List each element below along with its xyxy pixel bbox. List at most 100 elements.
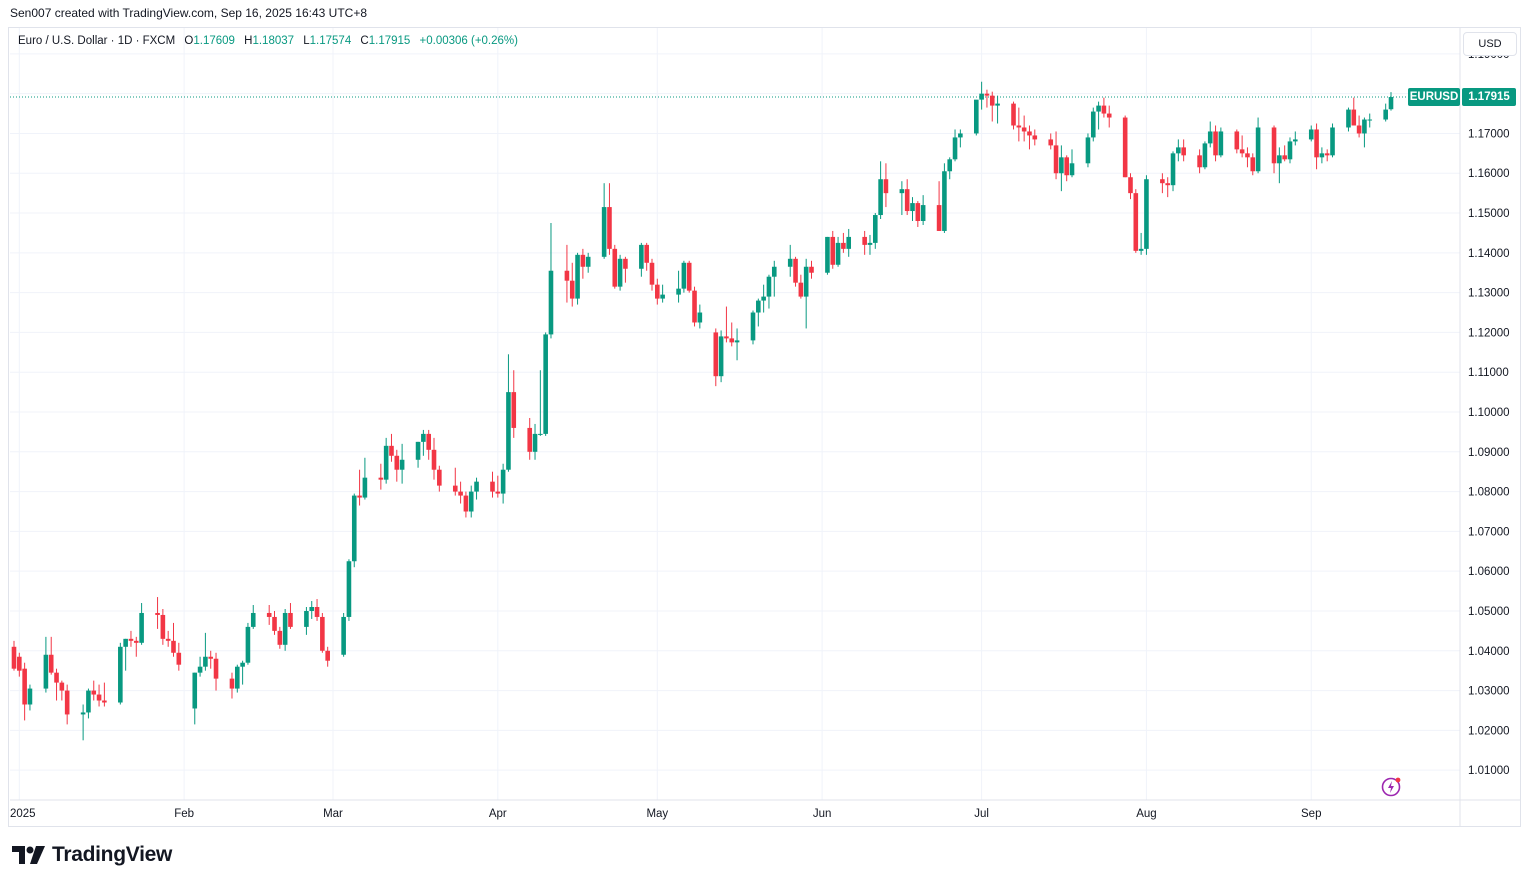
y-tick-label: 1.05000	[1468, 606, 1510, 618]
candle	[309, 601, 315, 619]
candle	[86, 688, 91, 719]
y-tick-label: 1.15000	[1468, 208, 1510, 220]
currency-button[interactable]: USD	[1463, 32, 1517, 56]
candle	[1021, 115, 1027, 142]
candle	[27, 684, 33, 711]
candle	[1250, 153, 1256, 176]
candle	[314, 599, 320, 621]
candle	[1138, 232, 1144, 255]
y-tick-label: 1.06000	[1468, 566, 1510, 578]
y-tick-label: 1.17000	[1468, 128, 1510, 140]
candle	[43, 636, 49, 693]
candle	[458, 481, 463, 504]
candle	[426, 429, 431, 460]
candle	[139, 603, 144, 645]
candle	[1176, 139, 1181, 162]
symbol-price-tag: EURUSD	[1408, 88, 1460, 107]
candle	[1064, 155, 1069, 182]
y-tick-label: 1.14000	[1468, 248, 1510, 260]
x-tick-label: Sep	[1301, 808, 1321, 820]
candle	[1027, 125, 1032, 150]
candle	[1319, 147, 1325, 164]
candle	[133, 636, 139, 657]
candle	[766, 274, 772, 309]
candle	[1330, 123, 1335, 158]
y-tick-label: 1.11000	[1468, 367, 1509, 379]
candle	[527, 417, 533, 460]
candle	[825, 236, 830, 275]
candle	[213, 652, 219, 691]
symbol-description: Euro / U.S. Dollar · 1D · FXCM	[18, 35, 176, 47]
candle	[734, 328, 740, 361]
candle	[538, 370, 543, 436]
candle	[1069, 149, 1075, 178]
candle	[245, 622, 251, 665]
x-tick-label: 2025	[10, 808, 36, 820]
chart-credit-note: Sen007 created with TradingView.com, Sep…	[10, 6, 368, 20]
candle	[655, 278, 660, 305]
candle	[192, 672, 198, 725]
candle	[1106, 105, 1112, 128]
x-tick-label: Feb	[174, 808, 194, 820]
candle	[511, 370, 517, 438]
x-tick-label: Apr	[489, 808, 507, 820]
candle	[532, 423, 538, 460]
y-tick-label: 1.10000	[1468, 407, 1510, 419]
candle	[607, 183, 612, 255]
candle	[277, 626, 283, 649]
lightning-icon[interactable]	[1381, 776, 1403, 798]
candle	[756, 298, 761, 327]
candle	[809, 260, 814, 279]
y-tick-label: 1.12000	[1468, 327, 1510, 339]
close-value: 1.17915	[368, 35, 411, 47]
candle	[692, 286, 697, 327]
candle	[48, 636, 54, 675]
x-tick-label: Aug	[1136, 808, 1156, 820]
candle	[681, 260, 687, 293]
candle	[1346, 107, 1351, 132]
candle	[1314, 123, 1319, 170]
x-tick-label: Mar	[323, 808, 343, 820]
candle	[165, 630, 171, 647]
candle	[421, 429, 426, 456]
candle	[1144, 175, 1149, 255]
candle	[500, 463, 506, 504]
candle	[862, 230, 867, 255]
candle	[160, 608, 166, 645]
candle	[974, 99, 979, 136]
candle	[649, 258, 655, 291]
candle	[585, 252, 591, 273]
candle	[1351, 97, 1357, 126]
change-value: +0.00306 (+0.26%)	[419, 35, 518, 47]
candle	[899, 181, 905, 216]
candle	[1133, 189, 1139, 253]
candle	[383, 437, 389, 484]
candle	[830, 230, 836, 269]
candle	[793, 256, 798, 287]
close-label: C	[360, 35, 369, 47]
candle	[617, 254, 623, 291]
open-label: O	[184, 35, 194, 47]
candle	[803, 258, 809, 329]
candle	[984, 89, 990, 108]
candle	[490, 471, 495, 498]
candle	[91, 680, 97, 701]
y-tick-label: 1.09000	[1468, 447, 1510, 459]
candle	[1090, 107, 1096, 142]
candle	[341, 612, 346, 657]
candle	[1197, 149, 1202, 174]
candle	[1277, 147, 1282, 184]
candle	[639, 242, 644, 277]
candle	[575, 252, 580, 305]
candle	[1234, 129, 1240, 154]
candle	[389, 433, 394, 462]
candle	[878, 161, 883, 220]
candle	[936, 181, 942, 231]
candle	[351, 493, 357, 568]
candle	[1245, 147, 1250, 168]
candle	[394, 449, 400, 482]
candle	[883, 163, 889, 208]
candle	[155, 597, 160, 629]
candle	[415, 441, 421, 468]
